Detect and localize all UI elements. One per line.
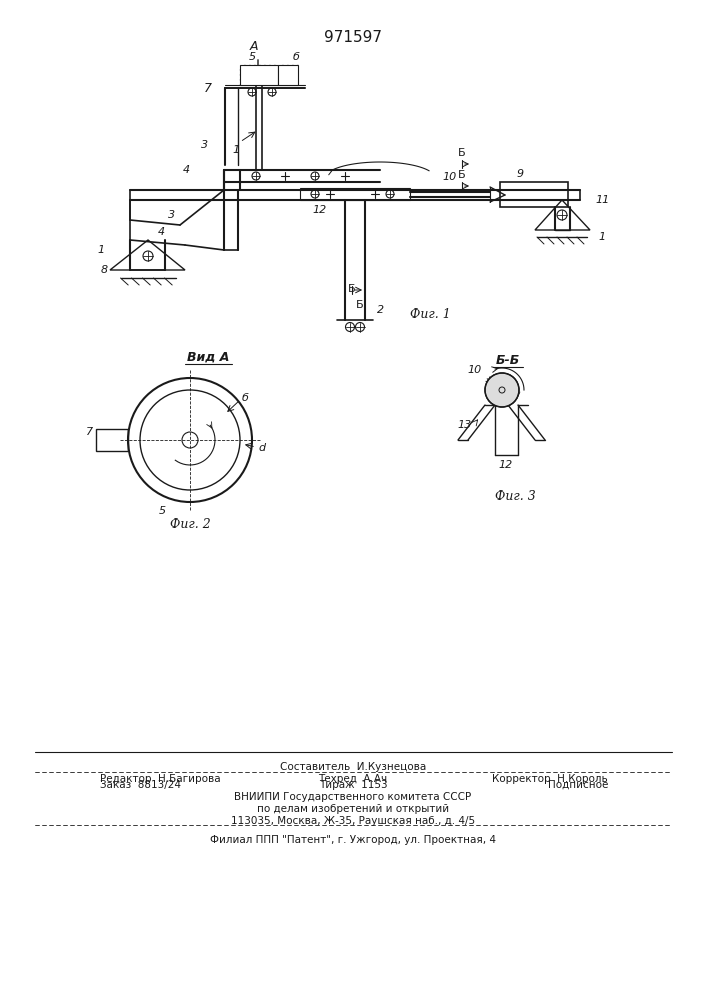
Bar	[278, 65, 298, 85]
Text: 1: 1	[98, 245, 105, 255]
Text: 113035, Москва, Ж-35, Раушская наб., д. 4/5: 113035, Москва, Ж-35, Раушская наб., д. …	[231, 816, 475, 826]
Text: Б: Б	[458, 170, 466, 180]
Text: Подписное: Подписное	[548, 780, 608, 790]
Text: Филиал ППП "Патент", г. Ужгород, ул. Проектная, 4: Филиал ППП "Патент", г. Ужгород, ул. Про…	[210, 835, 496, 845]
Text: 5: 5	[248, 52, 255, 62]
Bar	[96, 429, 128, 451]
Bar	[300, 188, 410, 200]
Text: 12: 12	[499, 460, 513, 470]
Text: 13: 13	[457, 420, 472, 430]
Text: d: d	[258, 443, 265, 453]
Text: 3: 3	[168, 210, 175, 220]
Text: 7: 7	[86, 427, 93, 437]
Text: Фиг. 3: Фиг. 3	[495, 490, 535, 503]
Text: Тираж  1153: Тираж 1153	[319, 780, 387, 790]
Text: Б-Б: Б-Б	[496, 354, 520, 367]
Text: Вид А: Вид А	[187, 351, 229, 364]
Text: A: A	[250, 40, 258, 53]
Text: б: б	[242, 393, 249, 403]
Text: Фиг. 1: Фиг. 1	[409, 308, 450, 321]
Text: 10: 10	[468, 365, 482, 375]
Text: 7: 7	[204, 82, 212, 95]
Text: 4: 4	[183, 165, 190, 175]
Text: 971597: 971597	[324, 29, 382, 44]
Bar	[240, 65, 278, 85]
Text: 11: 11	[595, 195, 609, 205]
Text: по делам изобретений и открытий: по делам изобретений и открытий	[257, 804, 449, 814]
Bar	[500, 182, 568, 207]
Circle shape	[485, 373, 519, 407]
Text: Заказ  8813/24: Заказ 8813/24	[100, 780, 181, 790]
Text: Б: Б	[356, 300, 364, 310]
Text: 9: 9	[516, 169, 524, 179]
Text: 3: 3	[201, 140, 208, 150]
Text: Корректор  Н.Король: Корректор Н.Король	[492, 774, 608, 784]
Text: 1: 1	[233, 145, 240, 155]
Text: Б: Б	[458, 148, 466, 158]
Text: 10: 10	[443, 172, 457, 182]
Text: 12: 12	[313, 205, 327, 215]
Text: 1: 1	[598, 232, 605, 242]
Text: ВНИИПИ Государственного комитета СССР: ВНИИПИ Государственного комитета СССР	[235, 792, 472, 802]
Text: Б: Б	[348, 284, 356, 294]
Text: Редактор  Н.Багирова: Редактор Н.Багирова	[100, 774, 221, 784]
Text: Техред  А.Ач: Техред А.Ач	[318, 774, 387, 784]
Text: Фиг. 2: Фиг. 2	[170, 518, 211, 531]
Text: 4: 4	[158, 227, 165, 237]
Text: 5: 5	[158, 506, 165, 516]
Text: 8: 8	[101, 265, 108, 275]
Text: 2: 2	[377, 305, 384, 315]
Text: б: б	[293, 52, 300, 62]
Text: Составитель  И.Кузнецова: Составитель И.Кузнецова	[280, 762, 426, 772]
